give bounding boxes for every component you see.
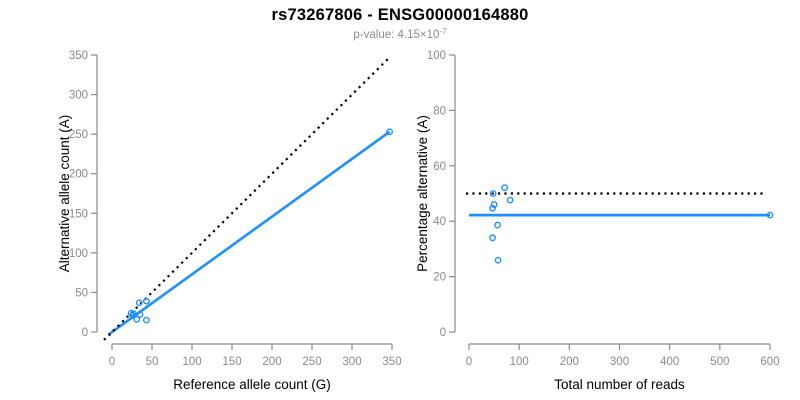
- p-value-mantissa: 4.15: [397, 29, 420, 41]
- y-axis-tick-label: 50: [75, 287, 88, 299]
- x-axis-tick-label: 200: [262, 356, 281, 368]
- x-axis-tick-label: 300: [342, 356, 361, 368]
- data-point: [766, 211, 774, 219]
- y-axis-tick-label: 20: [433, 272, 446, 284]
- data-point: [490, 201, 498, 208]
- y-axis-tick-label: 80: [433, 105, 446, 117]
- fit-line: [108, 130, 391, 336]
- y-axis-tick-label: 350: [69, 50, 88, 62]
- data-point: [494, 256, 502, 264]
- x-axis-tick-label: 350: [382, 356, 401, 368]
- y-axis-tick-label: 300: [69, 90, 88, 102]
- x-axis-tick-label: 600: [760, 356, 779, 368]
- y-axis-title: Percentage alternative (A): [415, 115, 430, 272]
- data-point: [129, 311, 137, 319]
- data-point: [489, 190, 497, 197]
- x-axis-tick-label: 300: [610, 356, 629, 368]
- x-axis-tick-label: 150: [222, 356, 241, 368]
- p-value-prefix: p-value:: [353, 29, 398, 41]
- x-axis-tick-label: 0: [466, 356, 472, 368]
- y-axis-tick-label: 40: [433, 216, 446, 228]
- y-axis-tick-label: 0: [440, 327, 446, 339]
- p-value-times-ten: ×10: [419, 29, 440, 41]
- y-axis-tick-label: 60: [433, 161, 446, 173]
- y-axis-tick-label: 150: [69, 208, 88, 220]
- p-value-subtitle: p-value: 4.15×10-7: [0, 27, 800, 41]
- data-point: [506, 196, 514, 204]
- y-axis-title: Alternative allele count (A): [57, 115, 72, 273]
- data-point: [142, 316, 150, 324]
- y-axis-tick-label: 100: [69, 248, 88, 260]
- x-axis-tick-label: 200: [560, 356, 579, 368]
- data-point: [494, 221, 501, 229]
- identity-line: [103, 55, 392, 341]
- data-point: [489, 204, 496, 212]
- data-point: [135, 299, 143, 307]
- x-axis-tick-label: 400: [660, 356, 679, 368]
- y-axis-tick-label: 250: [69, 129, 88, 141]
- data-point: [489, 234, 496, 242]
- y-axis-tick-label: 100: [427, 50, 446, 62]
- x-axis-tick-label: 50: [146, 356, 159, 368]
- x-axis-tick-label: 100: [182, 356, 201, 368]
- x-axis-tick-label: 0: [109, 356, 115, 368]
- data-point: [133, 315, 141, 323]
- data-point: [501, 184, 509, 192]
- x-axis-title: Reference allele count (G): [173, 377, 331, 392]
- x-axis-tick-label: 500: [710, 356, 729, 368]
- x-axis-tick-label: 250: [302, 356, 321, 368]
- y-axis-tick-label: 200: [69, 169, 88, 181]
- chart-title: rs73267806 - ENSG00000164880: [271, 6, 529, 24]
- data-point: [142, 297, 150, 305]
- y-axis-tick-label: 0: [82, 327, 88, 339]
- x-axis-tick-label: 100: [510, 356, 529, 368]
- data-point: [136, 311, 144, 318]
- x-axis-title: Total number of reads: [554, 377, 685, 392]
- data-point: [386, 128, 393, 136]
- p-value-exponent: -7: [439, 27, 447, 36]
